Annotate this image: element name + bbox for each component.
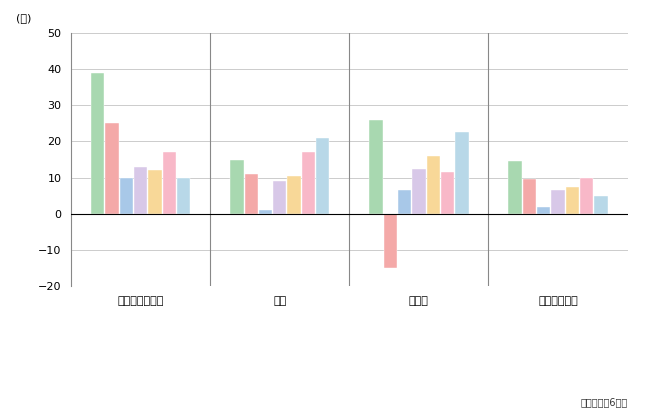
Bar xyxy=(273,181,287,214)
Text: (％): (％) xyxy=(16,13,31,22)
Bar xyxy=(565,187,579,214)
Bar xyxy=(162,152,176,214)
Bar xyxy=(551,190,565,214)
Bar xyxy=(523,180,536,214)
Bar xyxy=(316,138,329,214)
Bar xyxy=(369,120,382,214)
Bar xyxy=(91,72,104,214)
Bar xyxy=(509,161,521,214)
Bar xyxy=(441,172,454,214)
Bar xyxy=(259,210,272,214)
Bar xyxy=(595,196,608,214)
Bar xyxy=(120,178,133,214)
Bar xyxy=(302,152,315,214)
Bar xyxy=(412,169,426,214)
Bar xyxy=(287,176,301,214)
Bar xyxy=(455,133,468,214)
Bar xyxy=(398,190,411,214)
Bar xyxy=(384,214,397,268)
Bar xyxy=(105,123,119,214)
Legend: モバイル通信サービス, モバイル通信端末・機器, 固定通信サービス, 固定・基幹糸通信端末・機器, 情報サービス, ソフトウェア, 情報システム関連端末・機器: モバイル通信サービス, モバイル通信端末・機器, 固定通信サービス, 固定・基幹… xyxy=(127,333,494,370)
Text: 出典は付注6参照: 出典は付注6参照 xyxy=(580,397,628,407)
Bar xyxy=(426,156,440,214)
Bar xyxy=(230,160,243,214)
Bar xyxy=(580,178,593,214)
Bar xyxy=(134,167,148,214)
Bar xyxy=(177,178,190,214)
Bar xyxy=(148,171,162,214)
Bar xyxy=(245,174,258,214)
Bar xyxy=(537,207,551,214)
